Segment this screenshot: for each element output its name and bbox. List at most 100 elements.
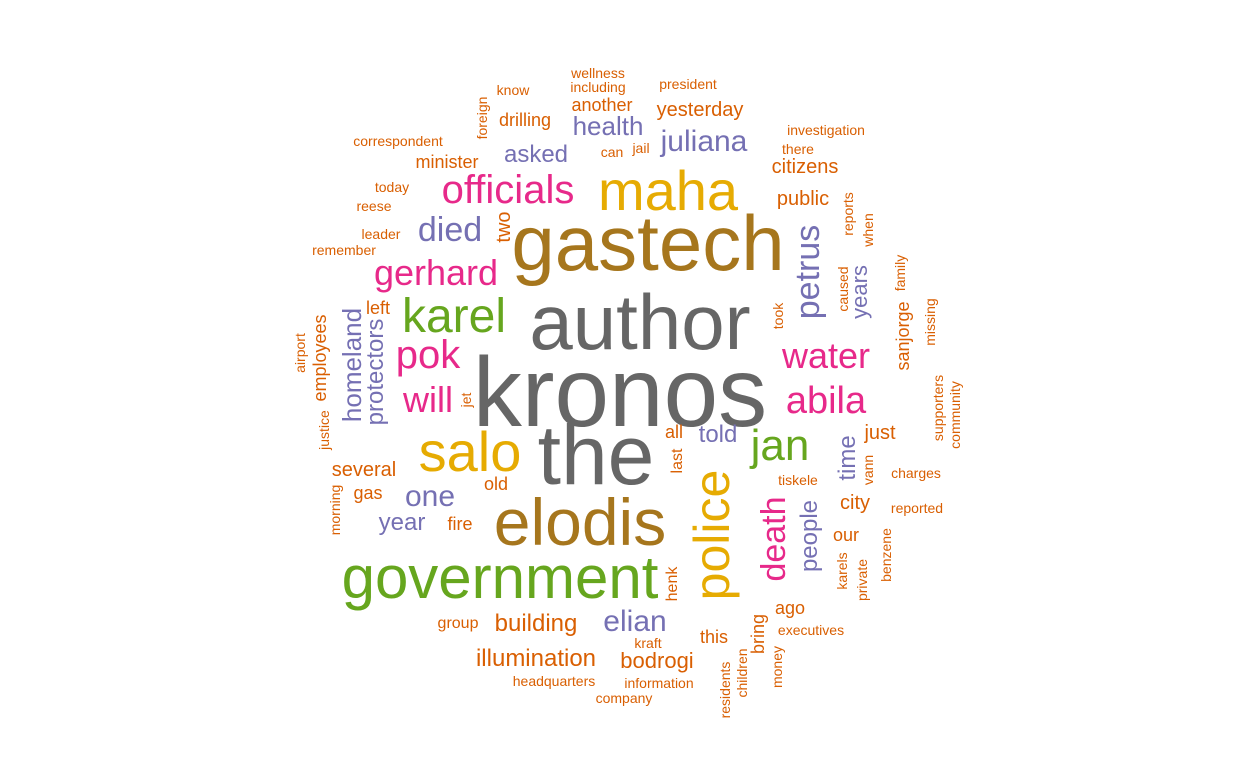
word-gerhard: gerhard (373, 252, 499, 293)
word-sanjorge: sanjorge (893, 301, 913, 371)
word-several: several (331, 459, 397, 481)
word-jail: jail (632, 140, 650, 156)
word-karel: karel (401, 290, 507, 343)
word-investigation: investigation (787, 122, 865, 138)
word-asked: asked (503, 141, 569, 168)
word-there: there (782, 141, 814, 157)
word-people: people (796, 499, 823, 573)
word-kronos: kronos (472, 337, 768, 447)
word-group: group (437, 615, 479, 632)
word-justice: justice (316, 410, 332, 450)
word-president: president (659, 76, 717, 92)
word-building: building (494, 610, 578, 637)
word-kraft: kraft (634, 635, 662, 651)
word-city: city (840, 492, 870, 514)
word-water: water (781, 335, 871, 376)
word-died: died (417, 211, 483, 249)
word-money: money (769, 645, 785, 689)
word-juliana: juliana (660, 125, 748, 158)
word-company: company (595, 690, 653, 706)
word-vann: vann (860, 454, 876, 486)
word-petrus: petrus (789, 224, 827, 320)
word-will: will (403, 379, 453, 420)
word-all: all (664, 422, 684, 442)
word-last: last (669, 448, 686, 474)
word-family: family (892, 254, 908, 292)
word-reported: reported (890, 500, 944, 516)
word-charges: charges (891, 465, 941, 481)
word-today: today (374, 179, 410, 195)
word-two: two (493, 211, 515, 243)
word-drilling: drilling (498, 110, 552, 130)
word-health: health (572, 111, 644, 141)
word-know: know (496, 82, 530, 98)
word-ago: ago (774, 598, 806, 618)
word-the: the (537, 408, 655, 502)
word-reese: reese (356, 198, 392, 214)
word-time: time (834, 435, 861, 481)
word-information: information (624, 675, 694, 691)
word-including: including (570, 79, 626, 95)
word-community: community (947, 381, 963, 449)
word-tiskele: tiskele (778, 472, 818, 488)
word-our: our (832, 525, 860, 545)
word-police: police (684, 469, 740, 601)
word-headquarters: headquarters (512, 673, 596, 689)
word-minister: minister (415, 152, 479, 172)
word-gas: gas (353, 483, 383, 503)
word-karels: karels (834, 552, 850, 590)
word-leader: leader (361, 226, 401, 242)
word-maha: maha (597, 159, 739, 222)
word-gastech: gastech (511, 199, 785, 287)
word-public: public (776, 188, 830, 210)
word-supporters: supporters (930, 374, 946, 442)
word-this: this (699, 627, 729, 647)
word-private: private (854, 558, 870, 602)
word-jan: jan (750, 421, 810, 470)
word-henk: henk (664, 566, 681, 602)
word-just: just (864, 422, 896, 444)
word-when: when (860, 213, 876, 247)
word-residents: residents (717, 661, 733, 719)
word-reports: reports (840, 192, 856, 236)
word-abila: abila (785, 380, 867, 422)
word-year: year (378, 509, 426, 536)
word-wellness: wellness (571, 65, 625, 81)
word-fire: fire (447, 514, 473, 534)
word-caused: caused (835, 266, 851, 312)
word-citizens: citizens (771, 156, 839, 178)
word-death: death (755, 496, 793, 582)
word-officials: officials (441, 168, 575, 212)
word-benzene: benzene (878, 528, 894, 582)
word-yesterday: yesterday (656, 99, 744, 121)
word-employees: employees (310, 314, 330, 402)
word-remember: remember (312, 242, 376, 258)
word-executives: executives (777, 622, 845, 638)
word-bring: bring (748, 613, 768, 655)
word-pok: pok (395, 333, 461, 377)
word-correspondent: correspondent (353, 133, 443, 149)
word-jet: jet (458, 392, 474, 408)
word-children: children (734, 648, 750, 698)
word-elian: elian (603, 605, 667, 638)
word-one: one (404, 480, 456, 513)
word-elodis: elodis (493, 485, 667, 559)
word-bodrogi: bodrogi (620, 648, 694, 673)
word-government: government (341, 544, 659, 611)
word-airport: airport (292, 333, 308, 373)
word-morning: morning (327, 484, 343, 536)
word-can: can (600, 144, 624, 160)
word-author: author (529, 278, 751, 366)
word-told: told (698, 421, 738, 448)
word-protectors: protectors (362, 318, 389, 426)
word-left: left (365, 298, 391, 318)
word-salo: salo (418, 420, 522, 483)
word-missing: missing (922, 298, 938, 346)
word-took: took (770, 302, 786, 330)
word-years: years (847, 265, 872, 319)
word-foreign: foreign (474, 96, 490, 140)
word-illumination: illumination (475, 645, 597, 672)
word-old: old (483, 474, 509, 494)
word-another: another (571, 95, 633, 115)
